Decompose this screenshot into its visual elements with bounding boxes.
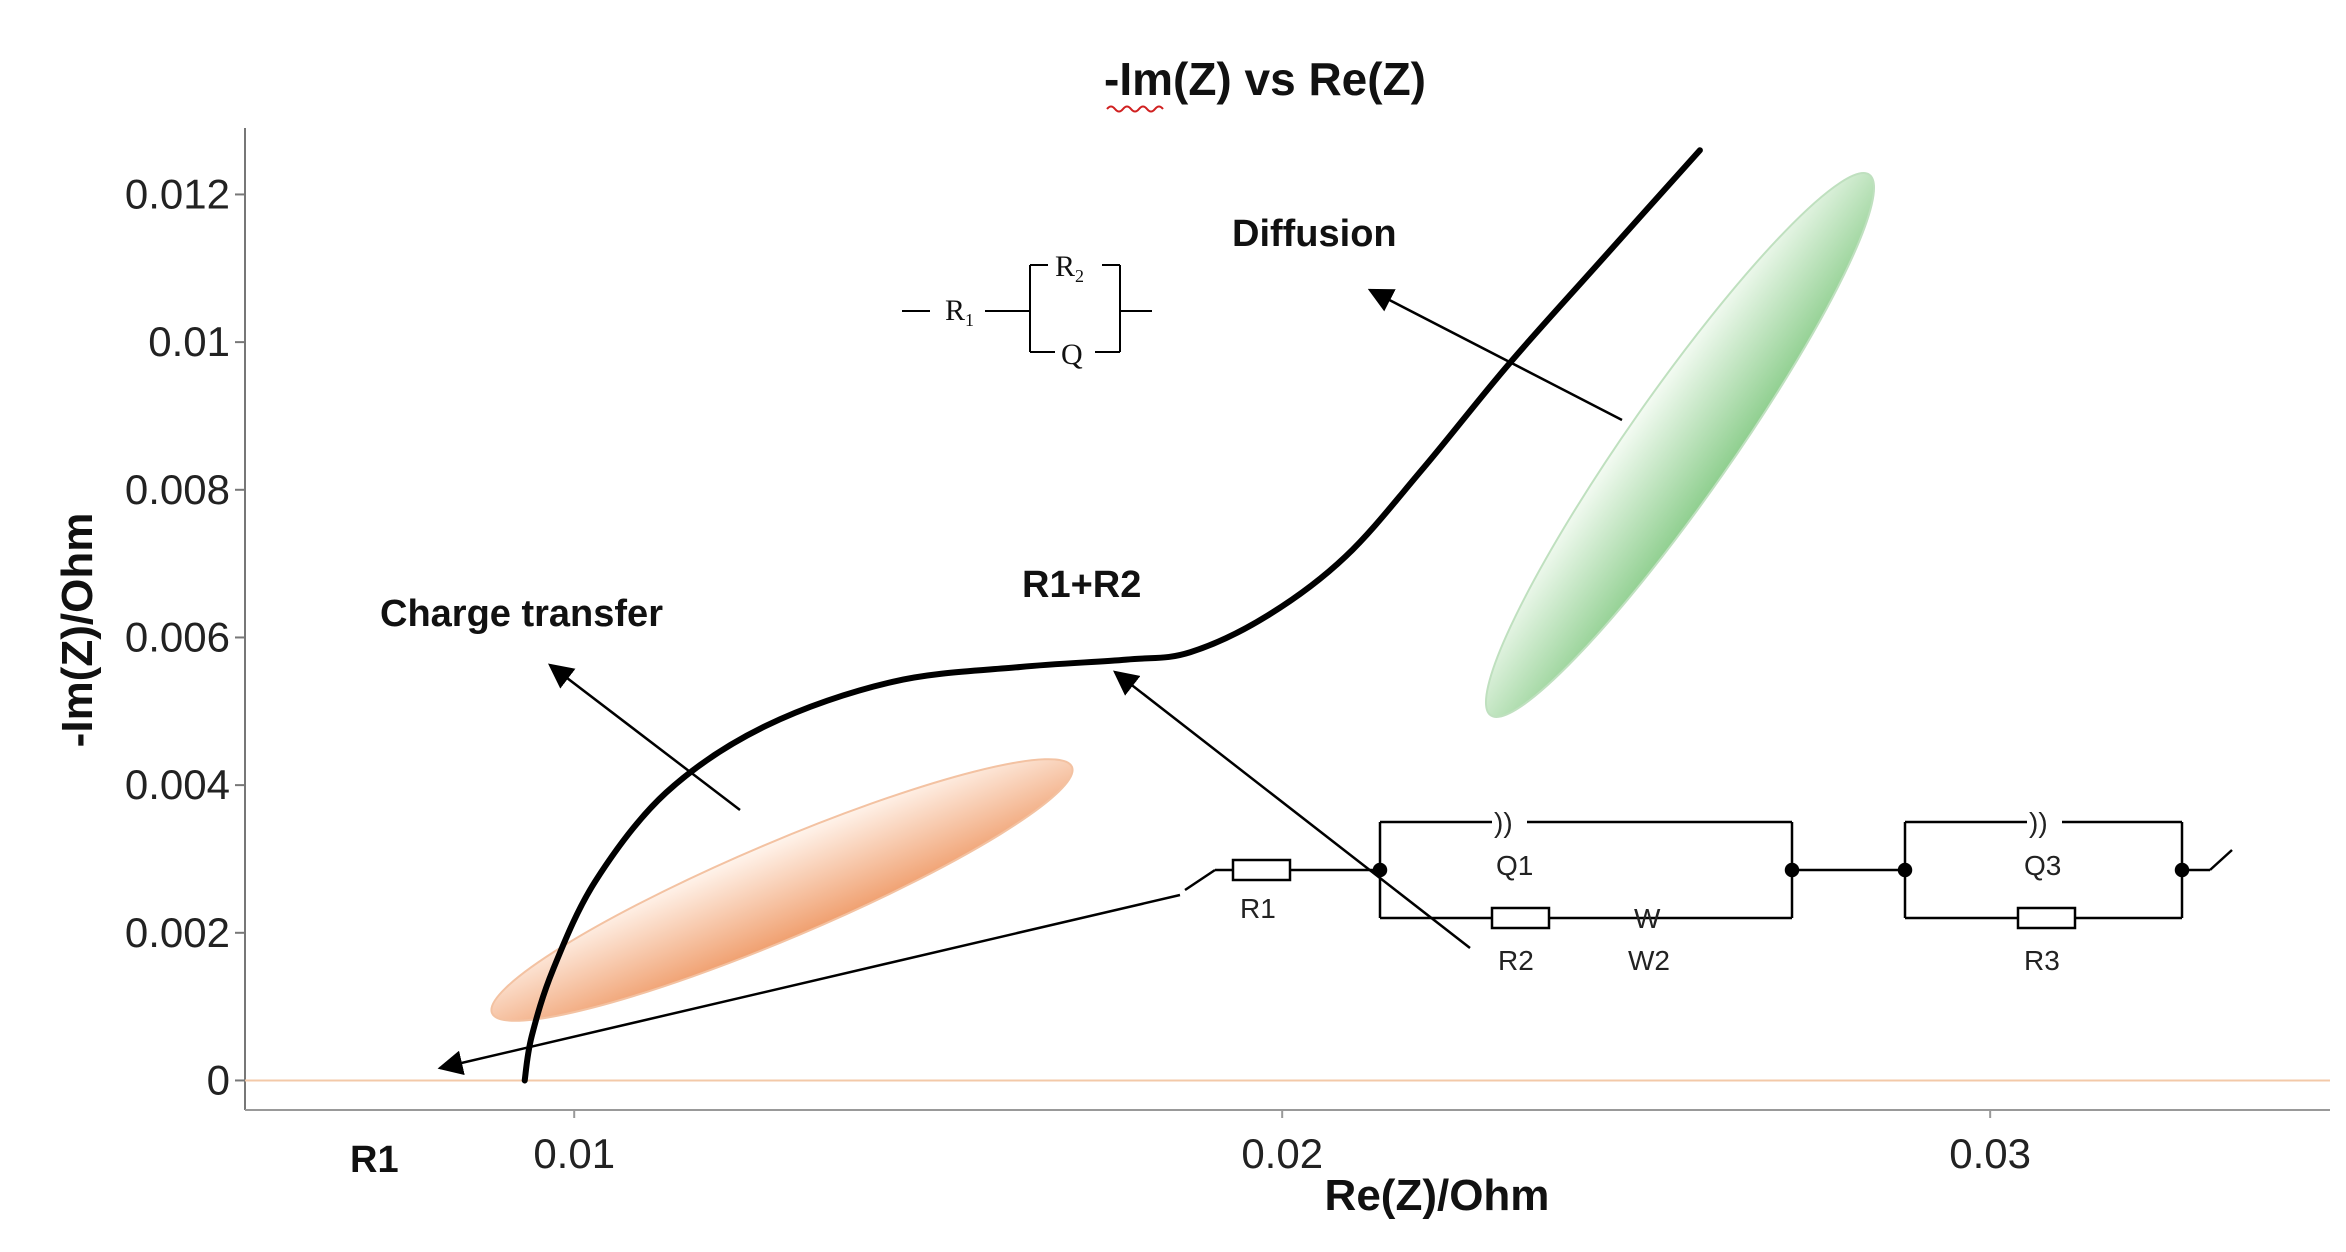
large-circuit-r1-label: R1 bbox=[1240, 893, 1276, 924]
diffusion-arrow bbox=[1367, 288, 1623, 422]
y-tick-label: 0.012 bbox=[125, 170, 230, 217]
large-circuit-r3-label: R3 bbox=[2024, 945, 2060, 976]
x-ticks: 0.01 0.02 0.03 bbox=[533, 1110, 2031, 1177]
chart-title: -Im(Z) vs Re(Z) bbox=[1104, 53, 1426, 105]
warburg-symbol: W bbox=[1634, 903, 1661, 934]
y-tick-label: 0.002 bbox=[125, 909, 230, 956]
y-tick-label: 0.008 bbox=[125, 466, 230, 513]
large-circuit-q3-label: Q3 bbox=[2024, 850, 2061, 881]
diffusion-label: Diffusion bbox=[1232, 213, 1397, 255]
y-tick-label: 0.006 bbox=[125, 613, 230, 660]
resistor-r2 bbox=[1490, 906, 1551, 930]
charge-transfer-region-ellipse bbox=[490, 758, 1074, 1022]
r1-arrow bbox=[437, 893, 1181, 1076]
y-ticks: 0 0.002 0.004 0.006 0.008 0.01 0.012 bbox=[125, 170, 245, 1103]
x-axis-label: Re(Z)/Ohm bbox=[1325, 1171, 1550, 1220]
y-tick-label: 0.01 bbox=[148, 318, 230, 365]
cpe-q3-symbol: )) bbox=[2029, 807, 2048, 838]
r1r2-label: R1+R2 bbox=[1022, 564, 1141, 606]
large-circuit-labels: )) )) W R1 Q1 R2 W2 Q3 R3 bbox=[1240, 807, 2061, 976]
r1-label: R1 bbox=[350, 1139, 399, 1181]
spellcheck-squiggle bbox=[1106, 105, 1164, 113]
y-axis-label: -Im(Z)/Ohm bbox=[53, 513, 102, 748]
small-circuit-r1-label: R1 bbox=[945, 294, 974, 330]
small-circuit-r2-label: R2 bbox=[1055, 250, 1084, 286]
small-circuit-q-label: Q bbox=[1061, 338, 1083, 371]
large-circuit-q1-label: Q1 bbox=[1496, 850, 1533, 881]
diffusion-region-ellipse bbox=[1484, 172, 1876, 718]
cpe-q1-symbol: )) bbox=[1494, 807, 1513, 838]
x-tick-label: 0.02 bbox=[1241, 1130, 1323, 1177]
resistor-r3 bbox=[2016, 906, 2077, 930]
x-tick-label: 0.03 bbox=[1949, 1130, 2031, 1177]
large-circuit-diagram bbox=[1184, 820, 2233, 930]
y-tick-label: 0.004 bbox=[125, 761, 230, 808]
nyquist-curve bbox=[521, 147, 1703, 1084]
large-circuit-r2-label: R2 bbox=[1498, 945, 1534, 976]
charge-transfer-label: Charge transfer bbox=[380, 593, 663, 635]
r1r2-arrow bbox=[1113, 670, 1471, 949]
resistor-r1 bbox=[1231, 858, 1292, 882]
large-circuit-w2-label: W2 bbox=[1628, 945, 1670, 976]
small-circuit-diagram: R1 R2 Q bbox=[902, 250, 1152, 371]
x-tick-label: 0.01 bbox=[533, 1130, 615, 1177]
charge-transfer-arrow bbox=[548, 663, 741, 811]
y-tick-label: 0 bbox=[207, 1056, 230, 1103]
